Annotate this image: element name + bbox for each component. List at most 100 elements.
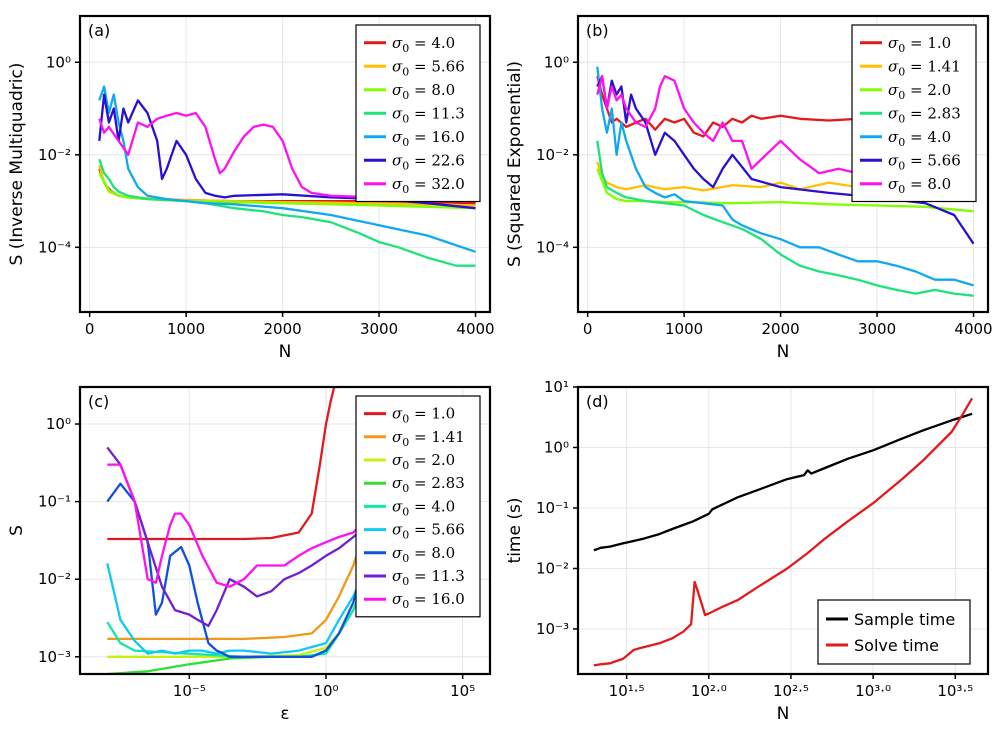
y-tick-label: 10⁻² bbox=[536, 146, 569, 164]
x-tick-label: 3000 bbox=[858, 320, 896, 338]
legend-entry: σ0 = 8.0 bbox=[392, 544, 455, 565]
series-line-7 bbox=[596, 75, 878, 175]
series-line-1 bbox=[593, 412, 973, 552]
legend-entry: σ0 = 5.66 bbox=[888, 151, 961, 172]
plot-frame bbox=[78, 14, 492, 314]
x-axis-label: N bbox=[777, 342, 790, 362]
legend-entry: σ0 = 16.0 bbox=[392, 128, 465, 149]
x-tick-label: 2000 bbox=[263, 320, 301, 338]
series-line-2 bbox=[596, 161, 878, 192]
legend-entry: σ0 = 22.6 bbox=[392, 151, 465, 172]
series-group bbox=[593, 397, 974, 667]
series-line-5 bbox=[596, 66, 974, 287]
series-line-1 bbox=[107, 387, 339, 541]
y-tick-label: 10⁰ bbox=[544, 438, 569, 456]
x-tick-label: 10⁻⁵ bbox=[173, 682, 206, 700]
series-line-9 bbox=[107, 463, 368, 588]
panel-label: (a) bbox=[88, 21, 110, 40]
x-tick-label: 3000 bbox=[360, 320, 398, 338]
legend-entry: σ0 = 1.41 bbox=[888, 57, 961, 78]
x-tick-label: 4000 bbox=[954, 320, 992, 338]
y-tick-label: 10⁰ bbox=[544, 53, 569, 71]
y-tick-label: 10⁻² bbox=[38, 570, 71, 588]
y-tick-label: 10¹ bbox=[544, 378, 569, 396]
legend-entry: σ0 = 4.0 bbox=[888, 128, 951, 149]
legend-entry: σ0 = 5.66 bbox=[392, 521, 465, 542]
y-tick-label: 10⁻² bbox=[38, 146, 71, 164]
legend-entry: σ0 = 1.41 bbox=[392, 428, 465, 449]
panel-label: (d) bbox=[586, 392, 609, 411]
y-axis-label: time (s) bbox=[505, 498, 525, 564]
series-line-6 bbox=[596, 75, 975, 245]
series-line-8 bbox=[106, 446, 368, 628]
legend-entry: σ0 = 2.0 bbox=[392, 451, 455, 472]
series-line-7 bbox=[106, 482, 368, 658]
x-tick-label: 10⁵ bbox=[450, 682, 475, 700]
legend: σ0 = 4.0σ0 = 5.66 σ0 = 8.0σ0 = 11.3 σ0 = 1… bbox=[355, 24, 481, 203]
x-axis-label: N bbox=[279, 342, 292, 362]
x-tick-label: 10³·⁰ bbox=[855, 682, 891, 700]
legend-entry: σ0 = 2.83 bbox=[392, 474, 465, 495]
legend-entry: σ0 = 1.0 bbox=[392, 405, 455, 426]
legend-entry: σ0 = 2.83 bbox=[888, 104, 961, 125]
x-axis-label: ε bbox=[280, 704, 289, 724]
plot-frame bbox=[576, 385, 990, 676]
legend-entry: σ0 = 8.0 bbox=[888, 175, 951, 196]
series-line-4 bbox=[98, 158, 476, 267]
series-line-4 bbox=[107, 578, 368, 674]
panel-label: (b) bbox=[586, 21, 609, 40]
x-tick-label: 1000 bbox=[167, 320, 205, 338]
series-line-7 bbox=[98, 111, 476, 199]
legend-entry: σ0 = 11.3 bbox=[392, 104, 465, 125]
x-tick-label: 10⁰ bbox=[313, 682, 338, 700]
y-axis-label: S bbox=[7, 525, 27, 536]
legend-entry: σ0 = 8.0 bbox=[392, 81, 455, 102]
panel-label: (c) bbox=[88, 392, 109, 411]
x-tick-label: 2000 bbox=[761, 320, 799, 338]
series-line-5 bbox=[98, 85, 476, 253]
y-tick-label: 10⁻³ bbox=[38, 648, 71, 666]
series-group bbox=[106, 387, 368, 674]
panel-a: 0 1000 2000 3000 4000 10⁻⁴ 10⁻² 10⁰ N S (Inverse … bbox=[7, 14, 495, 362]
y-tick-label: 10⁰ bbox=[46, 53, 71, 71]
series-line-6 bbox=[106, 563, 368, 655]
legend-entry: σ0 = 5.66 bbox=[392, 57, 465, 78]
legend-entry: Sample time bbox=[854, 610, 955, 629]
series-group bbox=[98, 85, 476, 267]
x-tick-label: 10³·⁵ bbox=[937, 682, 973, 700]
series-line-2 bbox=[593, 397, 974, 667]
y-tick-label: 10⁻¹ bbox=[38, 493, 71, 511]
legend-entry: σ0 = 32.0 bbox=[392, 175, 465, 196]
y-tick-label: 10⁻¹ bbox=[536, 499, 569, 517]
legend-entry: σ0 = 16.0 bbox=[392, 590, 465, 611]
series-line-2 bbox=[107, 524, 368, 641]
y-tick-label: 10⁰ bbox=[46, 415, 71, 433]
plot-frame bbox=[78, 385, 492, 676]
legend: Sample time Solve time bbox=[817, 599, 971, 665]
series-line-6 bbox=[98, 93, 476, 210]
x-tick-label: 10²·⁵ bbox=[773, 682, 809, 700]
x-tick-label: 10¹·⁵ bbox=[609, 682, 645, 700]
y-axis-label: S (Squared Exponential) bbox=[505, 61, 525, 267]
x-axis-label: N bbox=[777, 704, 790, 724]
legend-entry: σ0 = 11.3 bbox=[392, 567, 465, 588]
y-tick-label: 10⁻⁴ bbox=[536, 238, 569, 256]
x-tick-label: 4000 bbox=[456, 320, 494, 338]
legend-entry: σ0 = 4.0 bbox=[392, 34, 455, 55]
legend-entry: σ0 = 2.0 bbox=[888, 81, 951, 102]
y-tick-label: 10⁻² bbox=[536, 559, 569, 577]
y-axis-label: S (Inverse Multiquadric) bbox=[7, 63, 27, 266]
legend-entry: σ0 = 1.0 bbox=[888, 34, 951, 55]
series-line-1 bbox=[596, 75, 878, 138]
x-tick-label: 1000 bbox=[665, 320, 703, 338]
x-tick-label: 10²·⁰ bbox=[691, 682, 727, 700]
legend-entry: σ0 = 4.0 bbox=[392, 497, 455, 518]
legend: σ0 = 1.0σ0 = 1.41 σ0 = 2.0σ0 = 2.83 σ0 = 4… bbox=[851, 24, 977, 203]
series-group bbox=[596, 66, 975, 297]
x-tick-label: 0 bbox=[583, 320, 593, 338]
y-tick-label: 10⁻³ bbox=[536, 620, 569, 638]
legend-entry: Solve time bbox=[854, 636, 939, 655]
